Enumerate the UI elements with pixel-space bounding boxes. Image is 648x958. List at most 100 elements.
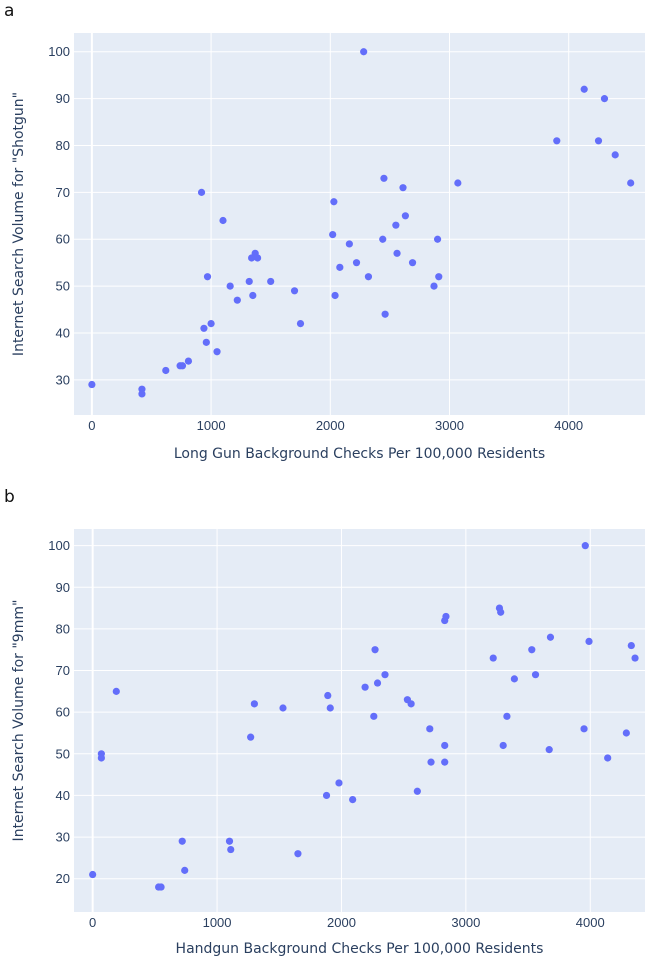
data-point bbox=[381, 671, 389, 679]
data-point bbox=[381, 310, 389, 318]
data-point bbox=[227, 845, 235, 854]
data-point bbox=[97, 754, 105, 762]
y-tick-label: 70 bbox=[56, 663, 70, 678]
data-point bbox=[433, 235, 442, 243]
data-point bbox=[454, 179, 462, 187]
data-point bbox=[489, 654, 497, 662]
data-point bbox=[178, 837, 186, 845]
data-point bbox=[203, 273, 212, 281]
data-point bbox=[408, 259, 417, 267]
x-tick-label: 3000 bbox=[435, 418, 464, 433]
y-axis-title-b: Internet Search Volume for "9mm" bbox=[11, 600, 27, 842]
data-point bbox=[442, 612, 450, 621]
y-tick-label: 80 bbox=[56, 138, 70, 153]
data-point bbox=[373, 679, 382, 687]
y-axis-title-a: Internet Search Volume for "Shotgun" bbox=[11, 92, 27, 356]
data-point bbox=[233, 296, 241, 304]
data-point bbox=[335, 779, 343, 787]
data-point bbox=[296, 320, 305, 328]
data-point bbox=[407, 700, 415, 708]
data-point bbox=[364, 273, 373, 281]
data-point bbox=[200, 324, 208, 332]
plot-area-b bbox=[74, 529, 645, 912]
x-tick-label: 2000 bbox=[316, 418, 345, 433]
data-point bbox=[594, 137, 603, 145]
chart-panel-a: a 0 1000 2000 3000 4000 30 40 50 60 70 80 90 100 Long … bbox=[4, 1, 645, 462]
data-points-b bbox=[89, 542, 639, 891]
x-tick-label: 3000 bbox=[451, 915, 480, 930]
x-tick-label: 2000 bbox=[327, 915, 356, 930]
data-point bbox=[267, 277, 275, 286]
data-point bbox=[88, 380, 96, 389]
panel-letter-b: b bbox=[4, 487, 15, 507]
data-point bbox=[202, 338, 210, 346]
data-point bbox=[329, 230, 337, 239]
data-point bbox=[510, 675, 518, 683]
data-point bbox=[326, 704, 334, 712]
data-point bbox=[361, 683, 369, 691]
data-point bbox=[393, 249, 401, 257]
data-point bbox=[247, 733, 255, 741]
data-point bbox=[426, 725, 434, 733]
data-point bbox=[604, 754, 612, 762]
data-point bbox=[435, 273, 443, 281]
data-point bbox=[427, 758, 435, 766]
data-point bbox=[585, 637, 593, 646]
data-point bbox=[503, 712, 511, 720]
data-point bbox=[441, 741, 449, 750]
data-point bbox=[627, 641, 635, 650]
y-tick-label: 80 bbox=[56, 621, 70, 636]
y-tick-label: 30 bbox=[56, 830, 70, 845]
panel-letter-a: a bbox=[4, 1, 14, 21]
data-point bbox=[379, 235, 387, 243]
data-point bbox=[249, 291, 257, 300]
data-point bbox=[336, 263, 344, 271]
y-tick-label: 60 bbox=[56, 705, 70, 720]
data-point bbox=[528, 646, 536, 654]
data-point bbox=[401, 212, 409, 220]
y-tick-label: 50 bbox=[56, 746, 70, 761]
data-point bbox=[392, 221, 400, 229]
y-tick-label: 100 bbox=[48, 44, 70, 59]
y-tick-label: 50 bbox=[56, 279, 70, 294]
y-tick-label: 20 bbox=[56, 871, 70, 886]
data-point bbox=[324, 691, 332, 700]
data-point bbox=[545, 746, 553, 754]
x-tick-label: 1000 bbox=[203, 915, 232, 930]
chart-panel-b: b 0 1000 2000 3000 4000 20 30 40 50 60 70 80 90 100 Han… bbox=[4, 487, 645, 957]
data-point bbox=[162, 366, 170, 375]
gridlines-b bbox=[74, 529, 645, 912]
data-point bbox=[245, 277, 253, 286]
data-point bbox=[225, 837, 234, 845]
x-tick-label: 4000 bbox=[554, 418, 583, 433]
x-tick-label: 4000 bbox=[576, 915, 605, 930]
data-point bbox=[178, 362, 187, 370]
y-tick-label: 30 bbox=[56, 372, 70, 387]
data-point bbox=[371, 646, 379, 654]
data-point bbox=[611, 151, 619, 159]
data-point bbox=[631, 654, 639, 662]
data-point bbox=[497, 608, 505, 616]
data-point bbox=[279, 704, 287, 712]
data-point bbox=[370, 712, 378, 720]
data-point bbox=[250, 700, 258, 708]
y-tick-label: 60 bbox=[56, 232, 70, 247]
data-point bbox=[89, 870, 97, 879]
x-tick-label: 0 bbox=[88, 418, 95, 433]
data-point bbox=[184, 357, 193, 365]
x-tick-label: 0 bbox=[89, 915, 96, 930]
data-point bbox=[600, 95, 609, 103]
data-points-a bbox=[88, 48, 635, 398]
data-point bbox=[580, 725, 588, 733]
data-point bbox=[360, 48, 368, 56]
data-point bbox=[399, 184, 407, 192]
y-tick-label: 40 bbox=[56, 325, 70, 340]
y-tick-label: 90 bbox=[56, 580, 70, 595]
x-tick-label: 1000 bbox=[197, 418, 226, 433]
data-point bbox=[531, 671, 540, 679]
data-point bbox=[197, 188, 206, 196]
plot-area-a bbox=[74, 33, 645, 415]
data-point bbox=[622, 729, 630, 737]
data-point bbox=[430, 282, 438, 290]
